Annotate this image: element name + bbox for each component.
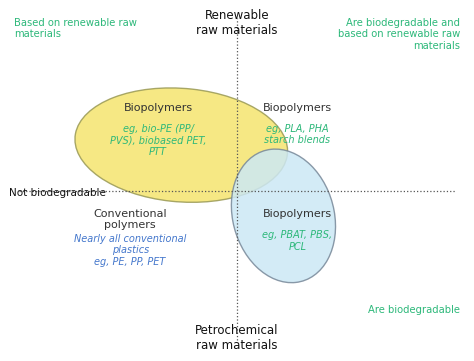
Text: Not biodegradable: Not biodegradable <box>9 188 106 198</box>
Text: Conventional
polymers: Conventional polymers <box>93 209 167 230</box>
Text: Petrochemical
raw materials: Petrochemical raw materials <box>195 324 279 352</box>
Text: Biopolymers: Biopolymers <box>263 103 332 113</box>
Text: Are biodegradable: Are biodegradable <box>368 305 460 315</box>
Text: eg, PBAT, PBS,
PCL: eg, PBAT, PBS, PCL <box>262 230 332 252</box>
Text: Based on renewable raw
materials: Based on renewable raw materials <box>14 18 137 39</box>
Text: Renewable
raw materials: Renewable raw materials <box>196 9 278 37</box>
Ellipse shape <box>231 149 336 283</box>
Text: eg, PLA, PHA
starch blends: eg, PLA, PHA starch blends <box>264 124 330 145</box>
Text: Biopolymers: Biopolymers <box>123 103 192 113</box>
Ellipse shape <box>75 88 288 202</box>
Text: Are biodegradable and
based on renewable raw
materials: Are biodegradable and based on renewable… <box>337 18 460 51</box>
Text: Nearly all conventional
plastics
eg, PE, PP, PET: Nearly all conventional plastics eg, PE,… <box>74 234 186 267</box>
Text: Biopolymers: Biopolymers <box>263 209 332 219</box>
Text: eg, bio-PE (PP/
PVS), biobased PET,
PTT: eg, bio-PE (PP/ PVS), biobased PET, PTT <box>110 124 206 157</box>
